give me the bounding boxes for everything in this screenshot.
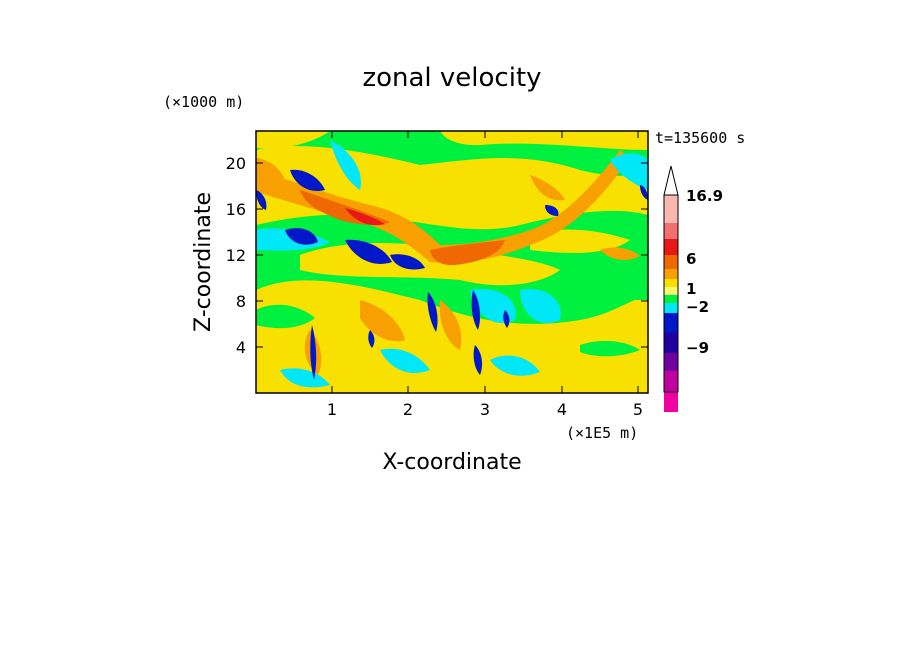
colorbar-swatch [664,303,678,313]
y-tick-label: 12 [226,246,246,265]
x-axis-ticks [331,131,639,393]
colorbar-swatch [664,353,678,371]
colorbar-swatch [664,391,678,412]
colorbar-swatch [664,223,678,239]
colorbar [663,165,679,412]
x-tick-label: 4 [557,400,567,419]
chart-title: zonal velocity [362,63,541,93]
x-tick-label: 1 [327,400,337,419]
colorbar-label: 1 [686,280,696,298]
y-tick-label: 16 [226,200,246,219]
colorbar-label: 6 [686,250,696,268]
y-axis-label: Z-coordinate [191,192,216,332]
colorbar-swatch [664,195,678,223]
y-axis-ticks [256,162,648,348]
x-tick-label: 2 [403,400,413,419]
x-unit-label: (×1E5 m) [566,424,638,442]
colorbar-label: 16.9 [686,187,723,205]
colorbar-swatch [664,313,678,333]
x-tick-label: 3 [480,400,490,419]
colorbar-swatch [664,279,678,287]
x-tick-label: 5 [633,400,643,419]
colorbar-label: −9 [686,339,709,357]
y-tick-label: 20 [226,154,246,173]
colorbar-swatch [664,371,678,391]
colorbar-swatch [664,255,678,269]
plot-frame [255,130,649,394]
colorbar-swatch [664,295,678,303]
colorbar-swatch [664,287,678,295]
y-tick-label: 4 [236,338,246,357]
x-axis-label: X-coordinate [382,450,521,475]
y-tick-label: 8 [236,292,246,311]
colorbar-swatch [664,269,678,279]
colorbar-frame [663,194,679,393]
y-unit-label: (×1000 m) [163,93,244,111]
colorbar-swatch [664,239,678,255]
field-plot [256,131,648,393]
time-label: t=135600 s [655,129,745,147]
colorbar-arrow [663,165,679,196]
colorbar-swatch [664,333,678,353]
colorbar-label: −2 [686,298,709,316]
